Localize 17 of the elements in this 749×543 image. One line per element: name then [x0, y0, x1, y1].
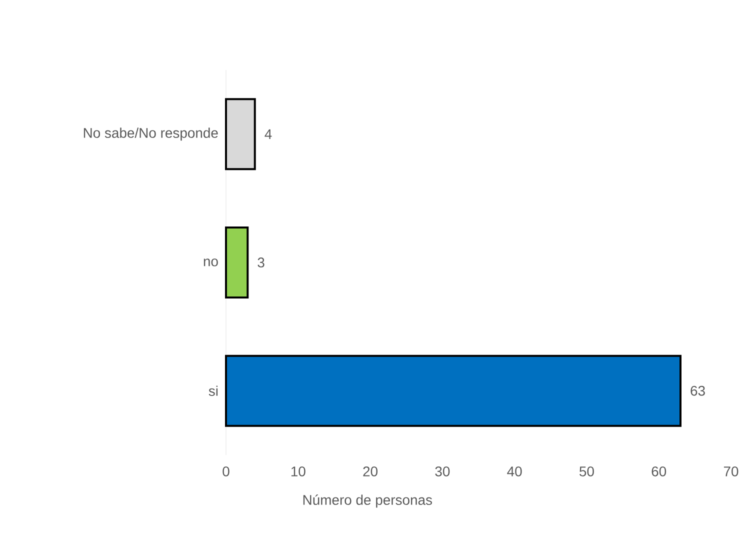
- bar: [225, 226, 249, 298]
- data-label: 4: [264, 129, 272, 139]
- x-tick-label: 30: [435, 466, 450, 476]
- data-label: 3: [258, 258, 264, 268]
- x-tick-label: 50: [580, 466, 594, 476]
- x-tick-label: 40: [507, 466, 522, 476]
- data-label: 63: [690, 386, 705, 396]
- x-tick-label: 60: [652, 466, 666, 476]
- bar: [225, 354, 682, 427]
- x-tick-label: 20: [363, 466, 378, 476]
- y-tick-label: No sabe/No responde: [84, 128, 218, 141]
- y-tick-label: no: [204, 258, 218, 266]
- x-tick-label: 70: [724, 466, 738, 476]
- x-tick-label: 10: [291, 466, 306, 476]
- x-axis-title: Número de personas: [303, 494, 432, 508]
- x-tick-label: 0: [222, 466, 230, 476]
- y-tick-label: si: [208, 386, 218, 396]
